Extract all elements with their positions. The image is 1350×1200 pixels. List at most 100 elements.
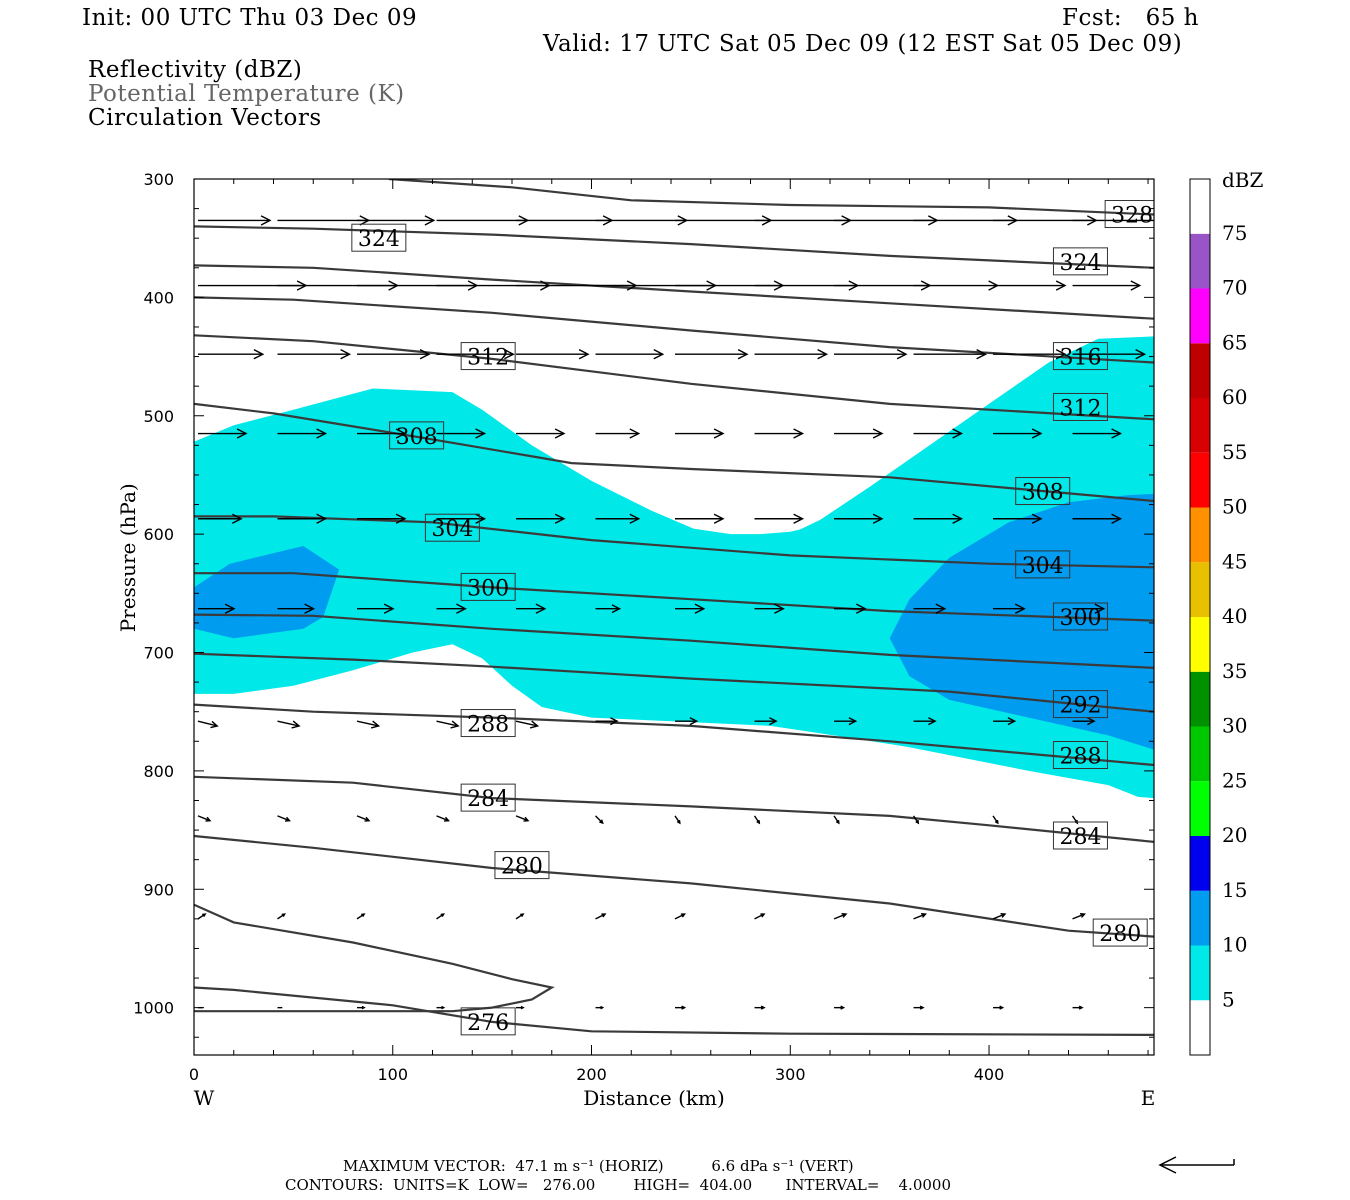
y-tick-label: 400 [143,288,174,307]
circulation-vector [1072,428,1123,439]
contour-label-328: 328 [1104,200,1154,229]
vector-head [915,819,920,825]
circulation-vector [993,428,1043,439]
circulation-vector [198,215,272,226]
circulation-vector [595,815,604,825]
circulation-vector [992,815,999,825]
contour-label-box [1052,392,1108,421]
theta-contour-276-13 [194,903,555,1013]
vector-shaft [436,815,449,822]
vector-head [231,513,243,524]
contour-label-text: 308 [1022,481,1064,506]
circulation-vector [357,349,431,360]
circulation-vector [1072,717,1096,726]
colorbar-frame [1189,178,1211,1056]
vector-shaft [197,815,211,822]
vector-head [611,604,622,614]
contour-label-text: 284 [1059,825,1101,850]
vector-head [210,720,219,729]
colorbar-swatch [1190,617,1210,672]
vector-head [919,1005,925,1010]
vector-head [694,603,706,614]
colorbar-swatch [1190,945,1210,1001]
circulation-vector [913,603,947,614]
theta-contour-280-12 [194,834,1154,938]
circulation-vector [357,603,395,614]
colorbar-swatch [1190,726,1210,782]
circulation-vector [1072,219,1154,222]
contour-label-text: 284 [467,787,509,812]
circulation-vector [515,913,525,920]
vector-shaft [515,720,538,727]
colorbar-tick-label: 45 [1222,549,1247,573]
circulation-vector [913,1005,925,1010]
vector-head [629,513,641,524]
theta-contour-312-4 [194,334,1154,421]
vector-head [554,428,566,439]
vector-shaft [197,720,218,727]
vector-head [928,717,937,726]
vector-head [689,717,699,726]
colorbar-swatch [1190,343,1210,398]
circulation-vector [436,349,515,360]
vector-shaft [1072,913,1085,920]
vector-head [1087,717,1096,726]
vector-head [756,819,761,825]
contour-label-box [1052,247,1108,276]
y-tick-label: 700 [143,644,174,663]
theta-contour-308-5 [194,402,1154,503]
vector-head [395,513,407,524]
contour-label-text: 316 [1059,346,1101,371]
vector-head [840,1005,846,1010]
vector-head [713,428,725,439]
colorbar-tick-label: 50 [1222,495,1247,519]
vector-head [284,816,291,822]
circulation-vector [993,280,1067,291]
circulation-vector [913,280,1000,291]
circulation-vector [1072,603,1106,614]
contour-label-text: 300 [1059,606,1101,631]
contour-label-text: 324 [1059,251,1101,276]
circulation-vector [675,717,699,726]
colorbar-swatch [1190,507,1210,563]
x-tick-label: 400 [974,1065,1005,1084]
circulation-vector [277,720,301,729]
vector-head [475,428,487,439]
vector-head [1111,513,1123,524]
contour-label-text: 324 [358,227,400,252]
circulation-vector [516,603,547,614]
circulation-vector [1072,280,1142,291]
x-tick-label: 0 [189,1065,199,1084]
vector-head [1000,912,1007,918]
colorbar-swatch [1190,781,1210,836]
vector-head [599,819,604,825]
vector-head [361,1005,366,1010]
vector-head [1078,1005,1084,1010]
circulation-vector [1072,513,1123,524]
circulation-vector [834,603,867,614]
circulation-vector [516,349,590,360]
vector-shaft [515,815,529,822]
vector-head [793,513,805,524]
circulation-vector [1072,912,1086,920]
contour-label-box [424,513,480,542]
vector-head [952,513,964,524]
circulation-vector [834,349,908,360]
vector-head [600,1005,605,1010]
contour-label-300: 300 [1052,602,1108,631]
circulation-vector [675,428,725,439]
contour-label-box [1015,550,1071,579]
contour-info: CONTOURS: UNITS=K LOW= 276.00 HIGH= 404.… [285,1176,951,1194]
colorbar-swatch [1190,233,1210,289]
contour-label-276: 276 [460,1007,516,1036]
theta-contour-300-7 [194,572,1154,622]
contour-label-308: 308 [1015,477,1071,506]
circulation-vector [277,815,291,822]
y-tick-label: 1000 [133,999,174,1018]
max-vector-info: MAXIMUM VECTOR: 47.1 m s⁻¹ (HORIZ) 6.6 d… [343,1157,854,1175]
circulation-vector [436,603,467,614]
circulation-vector [1072,349,1147,360]
vector-head [450,720,460,729]
vector-head [529,720,540,729]
field-potential-temperature: Potential Temperature (K) [88,81,405,107]
